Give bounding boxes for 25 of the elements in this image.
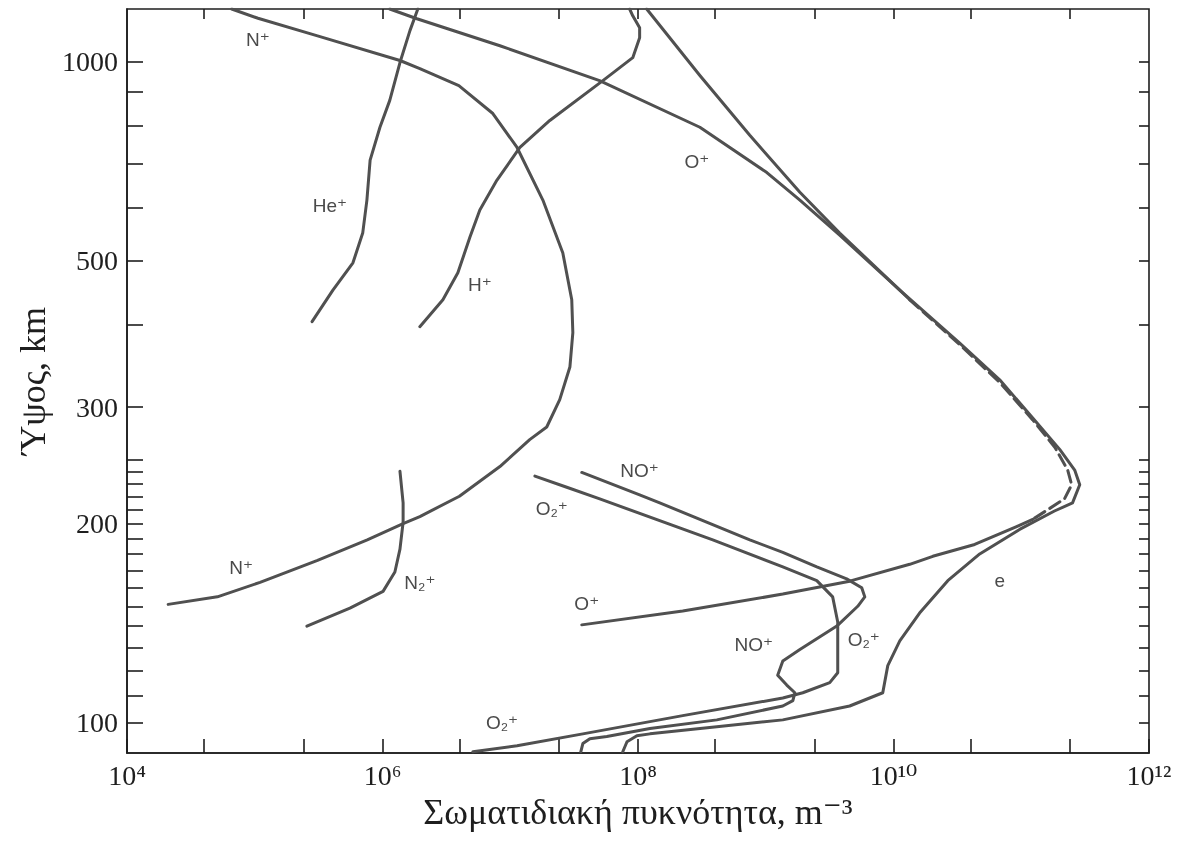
annotation: H⁺ <box>467 274 492 296</box>
annotation: N⁺ <box>229 556 253 578</box>
annotation: O⁺ <box>684 150 710 172</box>
annotation: N⁺ <box>246 28 270 50</box>
y-tick-label: 1000 <box>62 45 118 77</box>
annotation: NO⁺ <box>734 634 774 656</box>
annotation: O₂⁺ <box>847 629 880 651</box>
annotation: O⁺ <box>574 593 600 615</box>
x-tick-label: 10⁸ <box>619 759 657 791</box>
x-tick-label: 10⁶ <box>363 759 402 791</box>
y-tick-label: 300 <box>76 391 118 423</box>
annotation: NO⁺ <box>620 460 659 482</box>
annotation: O₂⁺ <box>535 497 568 519</box>
x-tick-label: 10¹⁰ <box>869 759 918 791</box>
x-tick-label: 10⁴ <box>108 759 146 791</box>
y-axis-title: Ύψος, km <box>13 306 54 458</box>
y-tick-label: 200 <box>76 508 118 540</box>
annotation: He⁺ <box>312 194 348 216</box>
x-axis-title: Σωματιδιακή πυκνότητα, m⁻³ <box>423 791 853 832</box>
annotation: N₂⁺ <box>404 571 436 593</box>
x-tick-label: 10¹² <box>1126 759 1172 791</box>
y-tick-label: 500 <box>76 244 118 276</box>
y-tick-label: 100 <box>76 707 118 739</box>
annotation: e <box>994 570 1005 592</box>
annotation: O₂⁺ <box>485 712 519 734</box>
